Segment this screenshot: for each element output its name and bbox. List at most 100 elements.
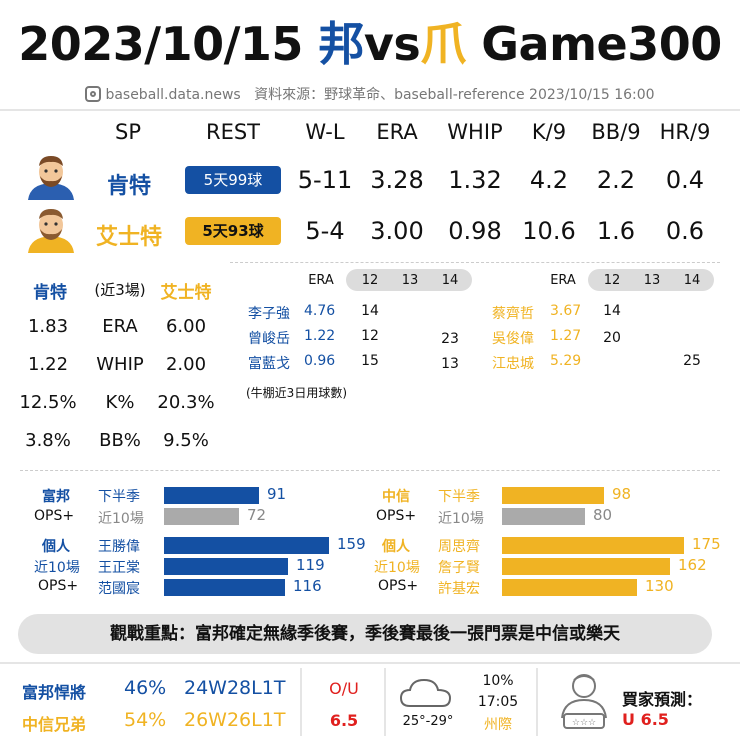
pitcher-1-name: 肯特 [106, 174, 151, 199]
recent-right-era: 6.00 [165, 316, 207, 337]
recent-label: (近3場) [94, 281, 146, 299]
pitcher-1-bb9: 2.2 [596, 166, 636, 194]
bullpen-right-era-header: ERA [550, 273, 576, 288]
ops-right-player-name: 許基宏 [438, 581, 480, 597]
bullpen-left-day-14: 14 [441, 273, 459, 288]
venue: 州際 [484, 717, 512, 733]
bullpen-left-d12: 15 [361, 353, 379, 369]
ops-right-player-value: 162 [678, 556, 707, 574]
bullpen-right-d12: 14 [603, 303, 621, 319]
page-title: 2023/10/15 邦vs爪 Game300 [0, 8, 740, 74]
pitcher-2-wl: 5-4 [305, 217, 345, 245]
bullpen-right-day-12: 12 [603, 273, 621, 288]
bullpen-left-era: 4.76 [304, 303, 336, 319]
bullpen-right-days-pill [588, 269, 714, 291]
col-hr9: HR/9 [659, 120, 711, 144]
recent-label-k: K% [105, 392, 135, 413]
expert-avatar-icon: ☆☆☆ [561, 674, 607, 729]
ops-right-half-label: 下半季 [438, 489, 480, 505]
divider [20, 470, 720, 471]
bullpen-left-day-12: 12 [361, 273, 379, 288]
ops-right-last10-bar [502, 508, 585, 525]
ops-left-player-name: 范國宸 [98, 581, 140, 597]
bullpen-right-name: 吳俊偉 [492, 331, 534, 347]
pitcher-2-whip: 0.98 [448, 217, 502, 245]
ops-right-player-bar [502, 579, 637, 596]
ops-left-last10-label: 近10場 [98, 511, 144, 527]
pitcher-2-hr9: 0.6 [665, 217, 705, 245]
instagram-icon [85, 86, 102, 102]
bullpen-left-day-13: 13 [401, 273, 419, 288]
ops-right-ind-label: 近10場 [374, 560, 420, 576]
col-k9: K/9 [531, 120, 567, 144]
ops-right-player-bar [502, 537, 684, 554]
ops-left-ind-label: 個人 [42, 539, 70, 555]
bullpen-left-d12: 14 [361, 303, 379, 319]
bullpen-right-day-14: 14 [683, 273, 701, 288]
ops-left-half-bar [164, 487, 259, 504]
ops-left-player-name: 王正棠 [98, 560, 140, 576]
recent-right-name: 艾士特 [160, 283, 212, 303]
bullpen-right-era: 5.29 [550, 353, 582, 369]
bullpen-right-name: 蔡齊哲 [492, 306, 534, 322]
ops-left-half-label: 下半季 [98, 489, 140, 505]
bullpen-left-d12: 12 [361, 328, 379, 344]
ops-right-half-bar [502, 487, 604, 504]
recent-label-era: ERA [102, 316, 138, 337]
recent-label-bb: BB% [99, 430, 141, 451]
ops-right-ind-label: 個人 [382, 539, 410, 555]
title-vs: vs [363, 17, 421, 71]
ops-right-half-value: 98 [612, 485, 632, 503]
ops-left-label: OPS+ [34, 508, 75, 524]
recent-right-bb: 9.5% [163, 430, 209, 451]
recent-right-k: 20.3% [157, 392, 215, 413]
ops-right-team: 中信 [382, 489, 410, 505]
pitcher-1-whip: 1.32 [448, 166, 502, 194]
bullpen-left-days-pill [346, 269, 472, 291]
divider [230, 262, 720, 263]
ops-left-player-name: 王勝偉 [98, 539, 140, 555]
title-away-team: 爪 [420, 17, 466, 71]
focus-banner: 觀戰重點：富邦確定無緣季後賽，季後賽最後一張門票是中信或樂天 [18, 614, 712, 654]
ops-left-player-value: 116 [293, 577, 322, 595]
divider [536, 668, 538, 736]
ops-right-last10-value: 80 [593, 506, 613, 524]
bullpen-right-name: 江忠城 [492, 356, 534, 372]
pitcher-2-name: 艾士特 [95, 225, 162, 250]
ops-left-half-value: 91 [267, 485, 287, 503]
bullpen-left-name: 李子強 [248, 306, 290, 322]
col-sp: SP [115, 120, 141, 144]
bullpen-right-day-13: 13 [643, 273, 661, 288]
col-whip: WHIP [447, 120, 503, 144]
pitcher-2-era: 3.00 [370, 217, 424, 245]
ops-right-player-bar [502, 558, 670, 575]
pitcher-1-hr9: 0.4 [665, 166, 705, 194]
title-game: Game300 [481, 17, 722, 71]
bullpen-left-name: 曾峻岳 [248, 331, 290, 347]
bullpen-left-era: 1.22 [304, 328, 336, 344]
ops-right-last10-label: 近10場 [438, 511, 484, 527]
divider [0, 662, 740, 664]
ops-right-player-name: 詹子賢 [438, 560, 480, 576]
col-rest: REST [205, 120, 261, 144]
pitcher-2-k9: 10.6 [522, 217, 576, 245]
title-home-team: 邦 [318, 17, 364, 71]
pitcher-1-k9: 4.2 [529, 166, 569, 194]
ou-label: O/U [329, 679, 359, 698]
recent-left-name: 肯特 [33, 283, 67, 303]
bottom-team2-pct: 54% [124, 709, 167, 731]
pitcher-avatar-icon [28, 209, 74, 253]
ops-left-last10-value: 72 [247, 506, 267, 524]
ops-left-player-bar [164, 558, 288, 575]
pitcher-2-bb9: 1.6 [596, 217, 636, 245]
ops-left-player-bar [164, 537, 329, 554]
ops-left-team: 富邦 [42, 489, 70, 505]
bottom-team2-record: 26W26L1T [184, 709, 286, 731]
recent-left-whip: 1.22 [27, 354, 69, 375]
bottom-team1: 富邦悍將 [22, 683, 87, 702]
bullpen-left-name: 富藍戈 [248, 356, 290, 372]
bullpen-note: (牛棚近3日用球數) [246, 386, 347, 400]
ops-left-last10-bar [164, 508, 239, 525]
source-line: baseball.data.news 資料來源：野球革命、baseball-re… [0, 84, 740, 104]
divider [300, 668, 302, 736]
